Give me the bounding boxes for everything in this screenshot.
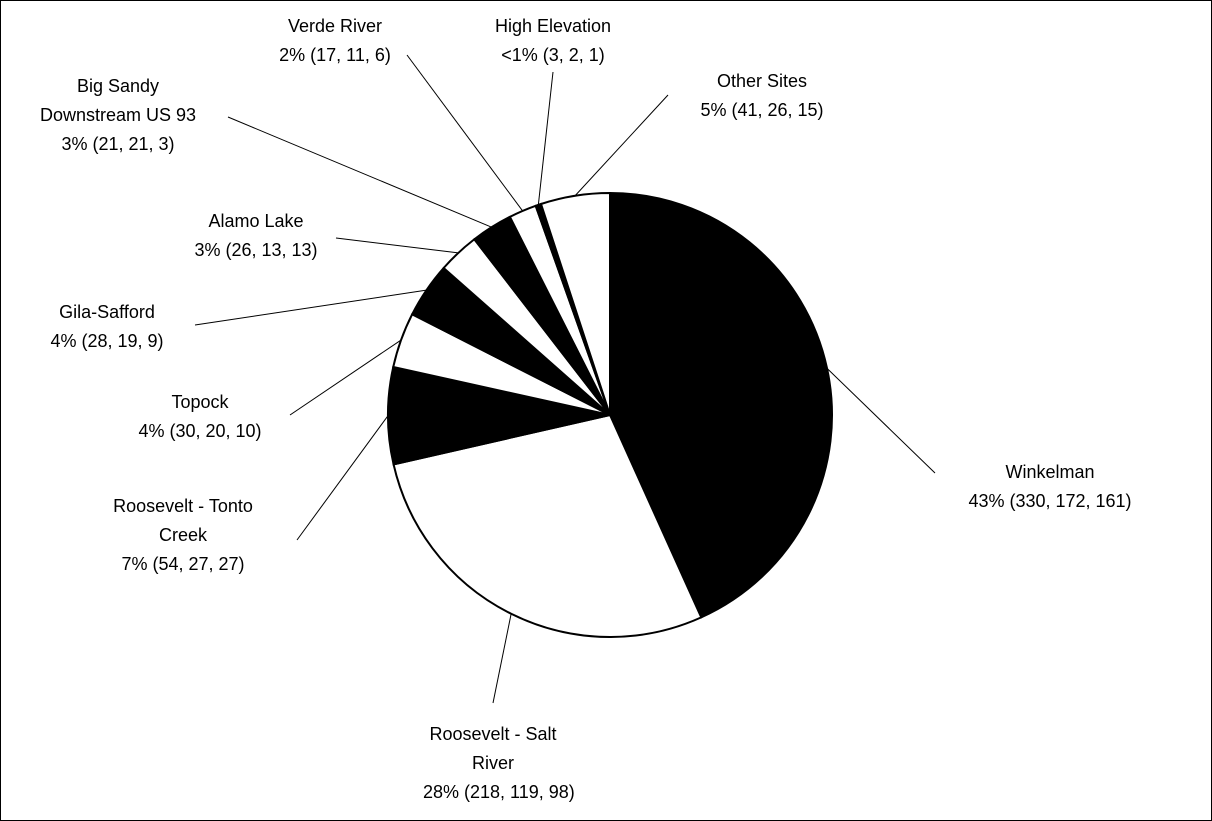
category-label: Roosevelt - Salt River [429,724,557,773]
slice-label: Roosevelt - Tonto Creek 7% (54, 27, 27) [103,492,263,579]
slice-label: Alamo Lake 3% (26, 13, 13) [156,207,356,265]
pie-slice [392,413,703,638]
leader-line [227,116,492,228]
category-label: Other Sites [716,71,808,91]
category-label: Verde River [287,16,383,36]
category-label: Topock [171,392,229,412]
value-label: 43% (330, 172, 161) [968,491,1132,511]
value-label: 3% (21, 21, 3) [61,134,175,154]
slice-label: Roosevelt - Salt River 28% (218, 119, 98) [423,720,575,807]
leader-line [335,237,459,254]
category-label: Roosevelt - Tonto Creek [113,496,253,545]
category-label: High Elevation [494,16,612,36]
leader-line [289,339,402,416]
slice-label: Big Sandy Downstream US 93 3% (21, 21, 3) [36,72,201,159]
slice-label: Winkelman 43% (330, 172, 161) [900,458,1200,516]
leader-line [296,415,389,541]
value-label: 7% (54, 27, 27) [121,554,245,574]
slice-label: High Elevation <1% (3, 2, 1) [453,12,653,70]
pie-slice [539,191,611,416]
value-label: <1% (3, 2, 1) [501,45,605,65]
leader-line [826,367,936,474]
slice-label: Verde River 2% (17, 11, 6) [235,12,435,70]
value-label: 4% (28, 19, 9) [50,331,164,351]
value-label: 28% (218, 119, 98) [423,782,575,802]
leader-line [574,94,669,197]
leader-line [492,613,512,704]
category-label: Alamo Lake [208,211,304,231]
value-label: 5% (41, 26, 15) [700,100,824,120]
leader-line [406,54,524,212]
category-label: Winkelman [1005,462,1095,482]
leader-line [194,289,427,326]
category-label: Big Sandy Downstream US 93 [39,76,197,125]
pie-slice [609,191,833,619]
slice-label: Topock 4% (30, 20, 10) [100,388,300,446]
value-label: 2% (17, 11, 6) [279,45,391,65]
category-label: Gila-Safford [59,302,155,322]
slice-label: Other Sites 5% (41, 26, 15) [662,67,862,125]
slice-label: Gila-Safford 4% (28, 19, 9) [7,298,207,356]
leader-line [537,71,554,205]
value-label: 4% (30, 20, 10) [138,421,262,441]
value-label: 3% (26, 13, 13) [194,240,318,260]
